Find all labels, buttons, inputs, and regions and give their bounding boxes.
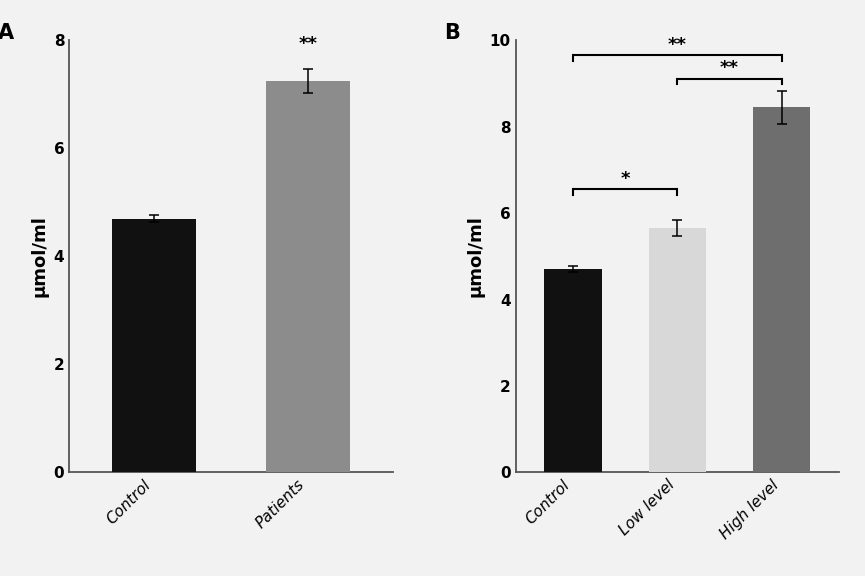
Bar xyxy=(266,81,350,472)
Text: *: * xyxy=(620,169,630,188)
Bar xyxy=(544,270,602,472)
Text: **: ** xyxy=(668,36,687,54)
Text: B: B xyxy=(445,23,460,43)
Text: **: ** xyxy=(720,59,739,78)
Bar xyxy=(753,107,811,472)
Bar xyxy=(112,218,196,472)
Y-axis label: μmol/ml: μmol/ml xyxy=(466,215,484,297)
Bar xyxy=(649,228,706,472)
Y-axis label: μmol/ml: μmol/ml xyxy=(30,215,48,297)
Text: A: A xyxy=(0,23,14,43)
Text: **: ** xyxy=(298,35,317,53)
